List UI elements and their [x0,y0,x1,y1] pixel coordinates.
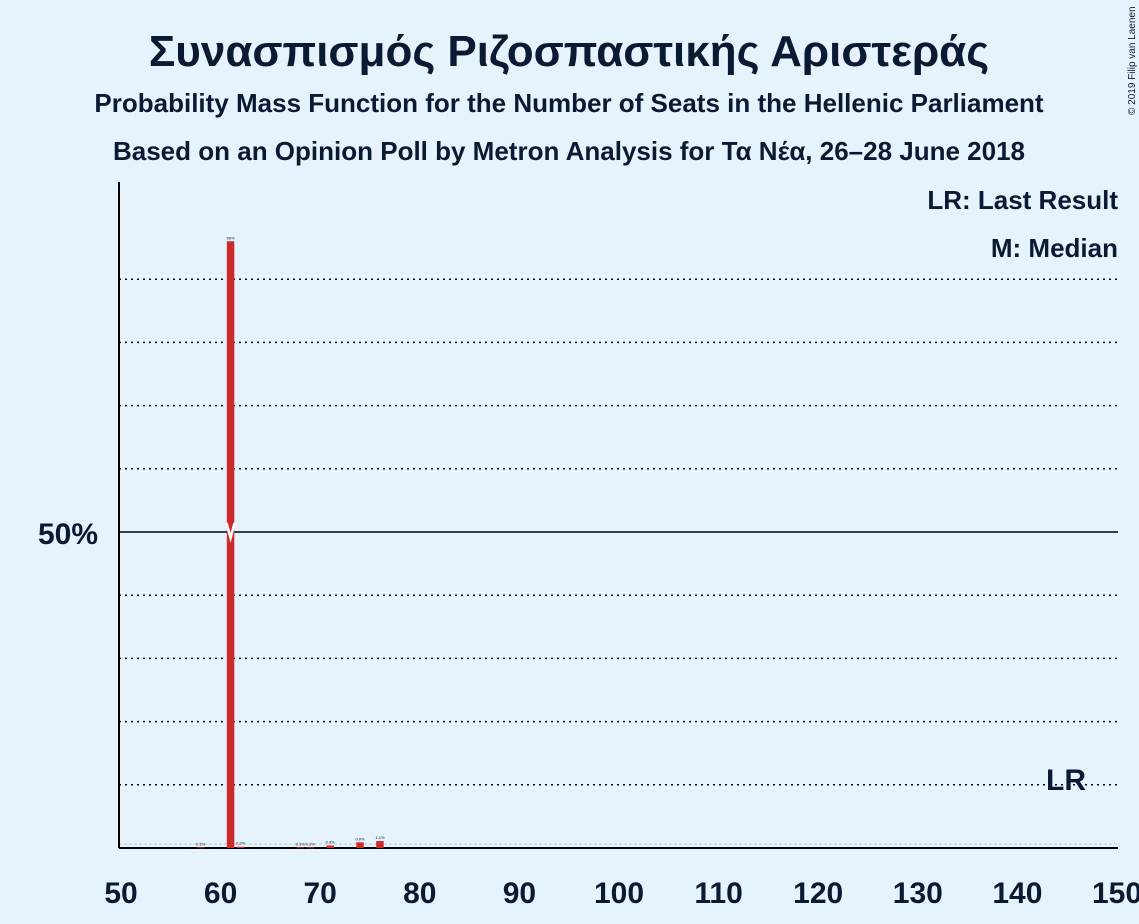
x-tick-50: 50 [104,877,137,910]
bar-seat-58 [196,847,205,849]
bar-seat-69 [306,847,314,849]
bar-seat-61 [226,241,235,848]
x-tick-110: 110 [694,877,742,910]
chart-subtitle: Probability Mass Function for the Number… [94,88,1044,118]
grid [119,278,1118,845]
bar-label-seat-62: 0.2% [236,841,246,846]
x-tick-140: 140 [992,877,1042,910]
x-tick-60: 60 [204,877,237,910]
bar-label-seat-71: 0.4% [326,839,336,844]
bar-seat-76 [376,841,384,848]
bar-label-seat-61: 96% [227,235,235,240]
bar-label-seat-68: 0.1% [296,841,306,846]
x-tick-80: 80 [403,877,436,910]
bars: 0.1%96%0.2% 0.1% 0.1% 0.4%0.9% 1.1% [196,235,385,849]
x-tick-70: 70 [304,877,337,910]
legend-median: M: Median [991,233,1118,263]
legend-last-result: LR: Last Result [927,185,1118,215]
bar-label-seat-74: 0.9% [355,836,365,841]
chart-title: Συνασπισμός Ριζοσπαστικής Αριστεράς [149,27,989,76]
x-tick-150: 150 [1092,877,1139,910]
bar-seat-68 [296,847,305,849]
bar-label-seat-58: 0.1% [196,841,206,846]
bar-label-seat-76: 1.1% [375,835,385,840]
median-marker [225,522,236,543]
x-tick-labels: 50 60 70 80 90 100 110 120 130 140 150 [104,877,1139,910]
x-tick-100: 100 [594,877,644,910]
last-result-marker: LR [1046,764,1086,797]
x-tick-120: 120 [793,877,843,910]
bar-seat-71 [326,845,334,848]
bar-seat-74 [356,842,364,848]
x-tick-90: 90 [503,877,536,910]
x-tick-130: 130 [893,877,943,910]
y-label-50: 50% [38,518,98,551]
copyright-note: © 2019 Filip van Laenen [1127,6,1138,115]
bar-label-seat-69: 0.1% [306,841,316,846]
chart-source: Based on an Opinion Poll by Metron Analy… [113,136,1025,166]
bar-seat-62 [236,846,245,848]
